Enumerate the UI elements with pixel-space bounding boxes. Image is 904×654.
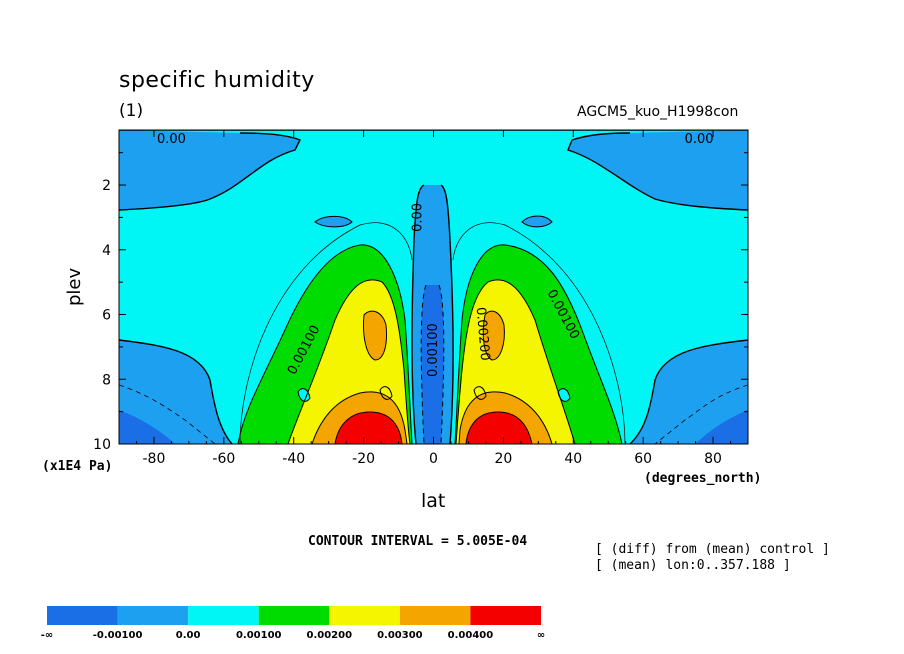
contour-line-003-east: [458, 391, 553, 444]
contour-loop-east-blob: [521, 215, 553, 228]
contour-line-zero-sw: [119, 339, 233, 444]
x-tick-label-0: -80: [143, 451, 166, 467]
y-axis-units: (x1E4 Pa): [42, 459, 113, 474]
x-tick-label-4: 0: [429, 451, 438, 467]
fill-region-se-red: [466, 412, 532, 444]
contour-label-3: 0.00100: [426, 323, 441, 377]
contour-label-1: 0.00: [685, 132, 714, 147]
y-tick-label-0: 2: [102, 178, 111, 194]
contour-line-zero-ne: [567, 132, 748, 211]
x-tick-label-1: -60: [212, 451, 235, 467]
fill-spot-west: [298, 388, 310, 402]
colorbar: -∞ -0.00100 0.00 0.00100 0.00200 0.00300 0.004…: [41, 606, 545, 641]
mean-note: [ (mean) lon:0..357.188 ]: [595, 558, 791, 573]
fill-region-ne-upper: [568, 130, 748, 210]
colorbar-swatch-3: [258, 606, 330, 625]
contour-label-6: 0.00200: [473, 307, 493, 362]
contour-loop-west-blob: [314, 215, 353, 228]
colorbar-swatch-5: [399, 606, 471, 625]
chart-subtitle: (1): [119, 101, 144, 121]
fill-region-sw-red: [335, 412, 402, 444]
contour-line-004-east: [465, 411, 533, 444]
colorbar-label-4: 0.00200: [307, 630, 353, 641]
contour-loop-small-west: [379, 386, 393, 400]
y-tick-label-1: 4: [102, 243, 111, 259]
contour-loop-max-west: [363, 310, 387, 361]
contour-line-002-west: [287, 279, 411, 444]
colorbar-label-3: 0.00100: [236, 630, 282, 641]
fill-max-east: [483, 311, 505, 360]
contour-interval-text: CONTOUR INTERVAL = 5.005E-04: [308, 534, 528, 549]
x-tick-label-5: 20: [494, 451, 512, 467]
contour-label-2: 0.00: [410, 203, 425, 232]
contour-line-zero-se: [629, 339, 748, 444]
contour-fill-group: [119, 130, 748, 444]
x-tick-label-8: 80: [704, 451, 722, 467]
contour-line-neg-eq-west: [420, 284, 427, 444]
colorbar-swatch-4: [329, 606, 400, 625]
x-tick-label-3: -20: [352, 451, 375, 467]
fill-max-west: [363, 311, 387, 360]
fill-region-se-deep: [695, 410, 748, 444]
contour-line-zero-eq-west: [411, 184, 425, 444]
contour-line-pos-half-west: [239, 222, 413, 444]
contour-line-pos-half-east: [452, 222, 626, 444]
contour-line-002-east: [455, 279, 576, 444]
colorbar-swatch-1: [117, 606, 189, 625]
y-tick-label-3: 8: [102, 372, 111, 388]
contour-line-001-west: [237, 244, 413, 444]
colorbar-label-0: -∞: [41, 630, 53, 641]
contour-loop-max-east: [482, 310, 505, 361]
fill-region-equator-core: [421, 285, 444, 444]
contour-line-zero-nw: [119, 132, 301, 211]
contour-line-neg-se: [654, 384, 748, 444]
x-axis-label: lat: [421, 490, 446, 512]
contour-line-neg-eq-east: [438, 284, 445, 444]
fill-region-se-lower: [630, 340, 748, 444]
fill-blob-east: [522, 216, 552, 227]
contour-label-0: 0.00: [157, 132, 186, 147]
contour-loop-spot-east: [557, 388, 571, 402]
fill-spot-east: [558, 388, 570, 402]
contour-line-003-west: [311, 391, 408, 444]
fill-blob-west: [315, 216, 352, 227]
chart-title: specific humidity: [119, 68, 315, 93]
contour-line-zero-eq-east: [440, 184, 454, 444]
fill-region-sw-lower: [119, 340, 232, 444]
contour-line-neg-sw: [119, 384, 216, 444]
colorbar-swatch-0: [47, 606, 118, 625]
contour-loop-small-east: [473, 386, 487, 400]
contour-line-group: [119, 130, 748, 444]
contour-line-001-east: [454, 244, 623, 444]
colorbar-label-6: 0.00400: [448, 630, 494, 641]
x-tick-label-2: -40: [282, 451, 305, 467]
x-axis-units: (degrees_north): [644, 471, 762, 486]
x-tick-label-6: 40: [564, 451, 582, 467]
colorbar-swatch-6: [470, 606, 541, 625]
contour-line-004-west: [334, 411, 403, 444]
colorbar-swatch-2: [188, 606, 259, 625]
y-tick-label-2: 6: [102, 308, 111, 324]
colorbar-label-5: 0.00300: [377, 630, 423, 641]
x-tick-label-7: 60: [634, 451, 652, 467]
axes-group: -80 -60 -40 -20 0 20 40 60 80 2 4 6 8 10: [93, 130, 749, 467]
colorbar-label-7: ∞: [537, 630, 545, 641]
fill-region-nw-upper: [119, 130, 300, 210]
fill-region-sw-deep: [119, 410, 175, 444]
diff-note: [ (diff) from (mean) control ]: [595, 542, 830, 557]
contour-loop-spot-west: [297, 388, 311, 402]
y-tick-label-4: 10: [93, 437, 111, 453]
case-name-label: AGCM5_kuo_H1998con: [577, 104, 739, 120]
colorbar-label-2: 0.00: [176, 630, 201, 641]
colorbar-label-1: -0.00100: [93, 630, 143, 641]
